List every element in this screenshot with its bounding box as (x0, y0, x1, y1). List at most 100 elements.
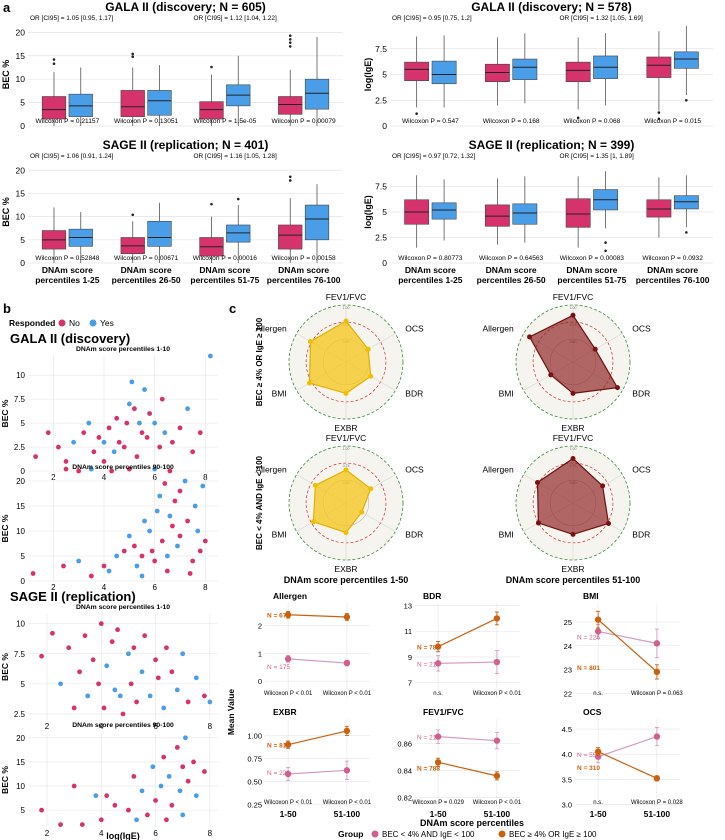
x-tick-label: 2 (45, 722, 50, 731)
scatter-point (98, 621, 104, 627)
scatter-point (185, 699, 191, 705)
group-line (597, 736, 658, 758)
y-tick-label: 10 (16, 212, 26, 222)
outlier-point (415, 112, 418, 115)
scatter-point (158, 783, 164, 789)
outlier-point (685, 98, 688, 102)
scatter-point (134, 699, 139, 705)
panel-letter-b: b (3, 301, 11, 316)
scatter-point (121, 548, 127, 554)
outlier-point (657, 117, 661, 121)
radar-vertex (606, 521, 612, 527)
scatter-panels: Responded No Yes GALA II (discovery) SAGE II… (0, 318, 218, 840)
scatter-point (134, 563, 140, 569)
boxplot-title: GALA II (discovery; N = 605) (105, 0, 266, 14)
scatter-point (167, 468, 173, 474)
outlier-point (288, 38, 292, 41)
scatter-point (98, 817, 104, 823)
scatter-point (101, 563, 107, 569)
radar-panel-4: 1.000.750.50FEV1/FVCOCSBDREXBRBMIAllerge… (483, 433, 652, 574)
y-tick-label: 24 (564, 642, 572, 651)
outlier-point (210, 202, 213, 206)
scatter-point (85, 693, 91, 699)
outlier-point (236, 197, 240, 201)
scatter-point (66, 645, 72, 651)
scatter-point (147, 528, 153, 534)
radar-axis-label: OCS (405, 324, 424, 334)
outlier-point (131, 213, 135, 217)
box (512, 203, 538, 225)
x-axis-label: log(IgE) (106, 831, 140, 840)
scatter-point (155, 675, 161, 681)
legend-dot-yes (89, 319, 97, 327)
scatter-point (166, 773, 172, 779)
scatter-point (185, 518, 191, 524)
scatter-point (96, 435, 102, 440)
y-tick-label: 5 (21, 806, 26, 815)
x-tick-label: 1-50 (590, 809, 607, 819)
x-category-label: DNAm score (566, 265, 617, 275)
y-tick-label: 5 (382, 70, 387, 80)
legend-dot-orange (498, 830, 506, 838)
scatter-point (177, 488, 183, 494)
scatter-point (195, 528, 201, 534)
wilcoxon-left: Wilcoxon P < 0.01 (264, 800, 313, 806)
scatter-point (124, 420, 130, 426)
box (226, 224, 251, 243)
y-tick-label: 7.5 (375, 182, 387, 192)
scatter-point (170, 523, 175, 529)
scatter-point (129, 379, 135, 385)
boxplot-title: GALA II (discovery; N = 578) (471, 0, 632, 14)
y-tick-label: 0 (20, 258, 25, 268)
y-axis-label: log(IgE) (363, 58, 373, 92)
radar-vertex (365, 346, 371, 352)
scatter-point (33, 454, 38, 460)
y-tick-label: 10 (16, 527, 25, 536)
line-panel-2: BDR 7 9 11 13 N = 219 N = 787 n.s. Wilcoxon P < … (404, 591, 522, 698)
radar-vertex (343, 530, 349, 536)
n-label-pink: N = 219 (417, 661, 440, 668)
y-tick-label: 23 (564, 666, 572, 675)
scatter-point (58, 822, 63, 827)
y-tick-label: 7.5 (14, 650, 26, 659)
y-tick-label: 13 (404, 602, 412, 611)
scatter-point (190, 449, 196, 455)
scatter-point (104, 663, 110, 669)
scatter-point (111, 449, 117, 455)
x-tick-label: 4 (99, 722, 104, 731)
scatter-point (159, 538, 165, 544)
y-tick-label: 10 (16, 782, 25, 791)
outlier-point (604, 249, 607, 253)
group-point (284, 611, 292, 618)
radar-vertex (527, 334, 533, 340)
box (278, 96, 303, 115)
wilcoxon-label: Wilcoxon P = 0.00158 (272, 255, 337, 262)
group-point (284, 741, 292, 748)
y-tick-label: 0 (258, 677, 262, 686)
scatter-point (71, 783, 77, 789)
scatter-point (86, 420, 92, 426)
x-tick-label: 51-100 (484, 809, 511, 819)
y-axis-label: Mean Value (226, 689, 236, 736)
scatter-point (185, 406, 191, 412)
y-tick-label: 20 (16, 165, 26, 175)
radar-row-label: BEC ≥ 4% OR IgE ≥ 100 (255, 317, 264, 406)
radar-vertex (368, 373, 374, 379)
radar-vertex (570, 390, 576, 396)
scatter-point (58, 681, 63, 687)
wilcoxon-label: Wilcoxon P = 0.64563 (479, 255, 544, 262)
line-panel-3: BMI 22 23 24 25 N = 226 N = 801 n.s. Wilcoxon P … (564, 591, 684, 698)
scatter-point (139, 669, 145, 675)
scatter-panel-1: DNAm score percentiles 1-1002.557.510246… (0, 346, 218, 482)
scatter-point (161, 705, 167, 711)
radar-axis-label: BMI (272, 530, 287, 540)
radar-vertex (343, 318, 349, 324)
radar-vertex (534, 479, 540, 485)
radar-vertex (312, 482, 318, 488)
scatter-point (128, 681, 134, 687)
scatter-point (39, 807, 44, 813)
scatter-point (193, 675, 199, 681)
wilcoxon-label: Wilcoxon P = 0.00083 (560, 255, 625, 262)
scatter-point (162, 481, 168, 486)
x-category-label: percentiles 51-75 (190, 275, 259, 285)
